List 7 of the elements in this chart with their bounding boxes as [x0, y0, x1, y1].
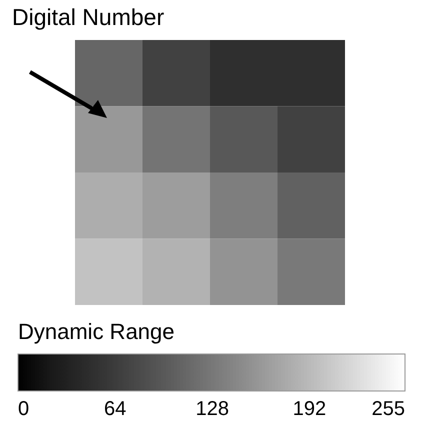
color-bar-label: 128	[196, 398, 229, 420]
text: Digital Number	[12, 4, 164, 30]
color-bar-label: 0	[18, 398, 30, 420]
color-bar-label: 192	[292, 398, 326, 420]
color-bar-label: 64	[104, 398, 126, 420]
color-bar-label: 255	[372, 398, 405, 420]
color-bar-title: Dynamic Range	[18, 319, 175, 344]
